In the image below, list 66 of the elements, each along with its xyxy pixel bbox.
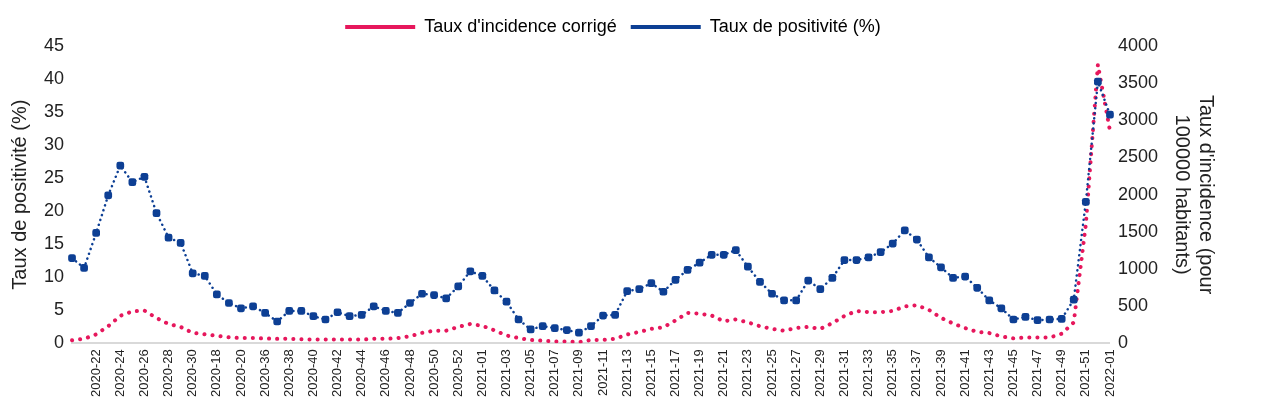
x-tick-label: 2021-07 [546, 349, 562, 398]
x-tick-label: 2021-01 [473, 349, 489, 398]
x-tick-label: 2021-17 [667, 349, 683, 398]
y-tick-label: 15 [43, 233, 65, 254]
y2-tick-label: 500 [1117, 295, 1148, 316]
x-tick-label: 2020-38 [280, 349, 296, 398]
x-tick-label: 2020-40 [304, 349, 320, 398]
y2-tick-label: 3500 [1117, 72, 1158, 93]
y-tick-label: 10 [43, 266, 65, 287]
legend-label: Taux d'incidence corrigé [424, 15, 617, 36]
x-tick-label: 2022-01 [1101, 349, 1117, 398]
y-tick-label: 40 [43, 68, 65, 88]
x-tick-label: 2020-30 [184, 349, 200, 398]
y2-tick-label: 1500 [1117, 220, 1158, 241]
y-tick-label: 5 [54, 299, 65, 320]
x-tick-label: 2020-26 [136, 349, 152, 398]
x-tick-label: 2020-46 [377, 349, 393, 398]
x-tick-label: 2021-03 [498, 349, 514, 398]
x-tick-label: 2021-11 [594, 349, 610, 397]
x-tick-label: 2021-45 [1004, 349, 1020, 398]
x-tick-label: 2021-05 [522, 349, 538, 398]
x-tick-label: 2021-27 [787, 349, 803, 398]
x-tick-label: 2020-36 [256, 349, 272, 398]
x-tick-label: 2020-28 [160, 349, 176, 398]
x-tick-label: 2021-33 [860, 349, 876, 398]
x-tick-label: 2020-48 [401, 349, 417, 398]
x-tick-label: 2021-43 [980, 349, 996, 398]
y2-tick-label: 4000 [1117, 34, 1158, 55]
y-tick-label: 35 [43, 101, 65, 122]
x-tick-label: 2021-49 [1053, 349, 1069, 398]
x-tick-label: 2021-47 [1029, 349, 1045, 398]
x-tick-label: 2020-44 [353, 349, 369, 398]
y-tick-label: 45 [43, 34, 65, 55]
x-tick-label: 2020-50 [425, 349, 441, 398]
x-tick-label: 2021-13 [618, 349, 634, 398]
y2-tick-label: 1000 [1117, 257, 1158, 278]
x-tick-label: 2020-20 [232, 349, 248, 398]
y-tick-label: 20 [43, 200, 65, 221]
x-tick-label: 2021-19 [691, 349, 707, 398]
x-tick-label: 2020-24 [111, 349, 127, 398]
y-tick-label: 25 [43, 167, 65, 188]
x-tick-label: 2021-51 [1077, 349, 1093, 398]
x-tick-label: 2020-52 [449, 349, 465, 398]
x-tick-label: 2021-29 [811, 349, 827, 398]
x-tick-label: 2021-31 [836, 349, 852, 398]
x-tick-label: 2021-39 [932, 349, 948, 398]
y-tick-label: 30 [43, 134, 65, 155]
x-tick-label: 2020-42 [329, 349, 345, 398]
y2-tick-label: 0 [1117, 332, 1128, 353]
x-tick-label: 2021-23 [739, 349, 755, 398]
x-tick-label: 2020-18 [208, 349, 224, 398]
x-tick-label: 2021-37 [908, 349, 924, 398]
y-axis-title: Taux de positivité (%) [7, 99, 30, 290]
x-tick-label: 2021-21 [715, 349, 731, 398]
x-tick-label: 2021-25 [763, 349, 779, 398]
x-tick-label: 2021-09 [570, 349, 586, 398]
x-tick-label: 2021-41 [956, 349, 972, 398]
x-tick-label: 2020-22 [87, 349, 103, 398]
y2-tick-label: 3000 [1117, 109, 1158, 130]
y2-tick-label: 2500 [1117, 146, 1158, 167]
x-tick-label: 2021-35 [884, 349, 900, 398]
y-tick-label: 0 [54, 332, 65, 353]
y2-axis-title: Taux d'incidence (pour 100000 habitants) [1172, 94, 1219, 295]
x-tick-label: 2021-15 [642, 349, 658, 398]
y2-tick-label: 2000 [1117, 183, 1158, 204]
legend-label: Taux de positivité (%) [709, 15, 881, 36]
